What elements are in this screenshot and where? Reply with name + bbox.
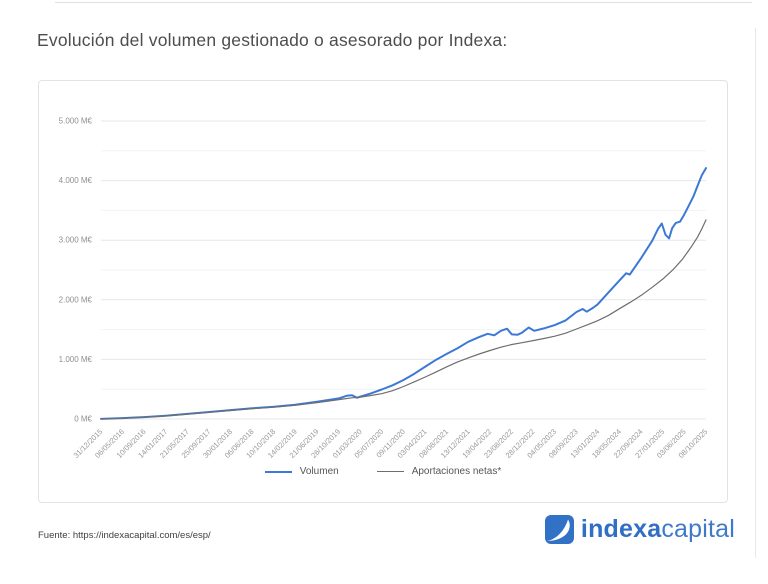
y-axis-tick-label: 2.000 M€ xyxy=(59,295,93,304)
chart-legend: Volumen Aportaciones netas* xyxy=(39,466,727,477)
legend-label: Volumen xyxy=(299,466,339,477)
y-axis-tick-label: 3.000 M€ xyxy=(59,236,93,245)
legend-item[interactable]: Volumen xyxy=(264,466,339,477)
brand-wordmark: indexacapital xyxy=(581,513,735,545)
brand-capital: capital xyxy=(661,515,735,543)
legend-swatch-line-icon xyxy=(376,471,404,472)
legend-swatch-line-icon xyxy=(264,470,292,473)
indexa-capital-logo[interactable]: indexacapital xyxy=(544,513,735,545)
volume-evolution-chart: 0 M€ 1.000 M€ 2.000 M€ 3.000 M€ 4.000 M€ 5.00… xyxy=(59,117,710,460)
legend-item[interactable]: Aportaciones netas* xyxy=(376,466,502,477)
brand-indexa: indexa xyxy=(580,515,662,543)
y-axis-tick-label: 5.000 M€ xyxy=(59,117,93,126)
series-line-aportaciones-netas xyxy=(100,219,707,420)
indexa-swoosh-icon xyxy=(544,514,574,544)
y-axis-tick-label: 0 M€ xyxy=(74,415,92,424)
series-line-volumen xyxy=(100,167,707,420)
legend-label: Aportaciones netas* xyxy=(411,466,502,477)
y-axis-tick-label: 1.000 M€ xyxy=(59,355,93,364)
adjacent-panel-border xyxy=(755,28,756,558)
y-axis-tick-label: 4.000 M€ xyxy=(59,176,93,185)
page-title: Evolución del volumen gestionado o aseso… xyxy=(37,30,508,50)
source-note: Fuente: https://indexacapital.com/es/esp… xyxy=(38,530,211,541)
top-divider xyxy=(55,2,752,3)
chart-card: 0 M€ 1.000 M€ 2.000 M€ 3.000 M€ 4.000 M€ 5.00… xyxy=(38,80,728,503)
